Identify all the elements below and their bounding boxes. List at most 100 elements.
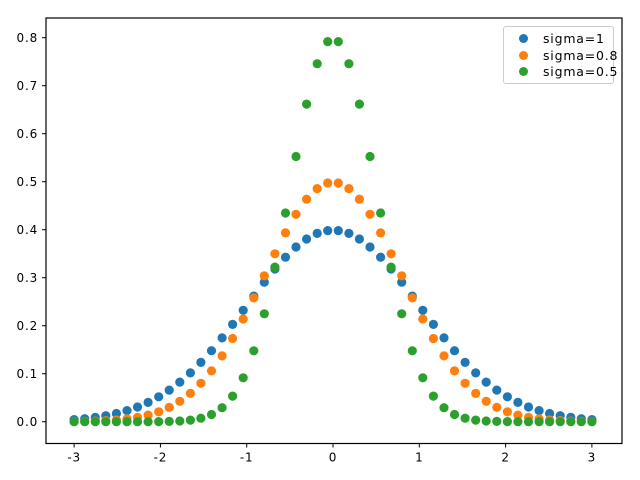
scatter-point xyxy=(555,417,565,427)
legend: sigma=1 sigma=0.8 sigma=0.5 xyxy=(503,26,618,84)
scatter-point xyxy=(502,417,512,427)
legend-marker-dot-icon xyxy=(519,33,528,43)
scatter-point xyxy=(344,228,354,238)
scatter-point xyxy=(249,293,259,303)
scatter-point xyxy=(111,417,121,427)
scatter-point xyxy=(228,333,238,344)
scatter-point xyxy=(259,271,269,281)
legend-item: sigma=0.8 xyxy=(504,47,618,64)
scatter-point xyxy=(333,178,343,188)
scatter-point xyxy=(249,346,259,356)
scatter-point xyxy=(154,407,164,417)
scatter-point xyxy=(312,59,322,69)
scatter-point xyxy=(280,208,291,218)
scatter-point xyxy=(111,408,121,419)
scatter-point xyxy=(143,410,153,420)
y-tick-label: 0.3 xyxy=(17,271,38,285)
scatter-point xyxy=(154,417,164,427)
legend-label: sigma=0.8 xyxy=(543,47,619,63)
scatter-point xyxy=(386,262,396,272)
scatter-point xyxy=(545,408,555,419)
x-tick-label: -3 xyxy=(67,451,81,465)
scatter-point xyxy=(217,351,227,361)
y-tick-label: 0.0 xyxy=(17,415,38,429)
scatter-point xyxy=(534,417,544,427)
scatter-point xyxy=(397,271,407,281)
scatter-point xyxy=(132,417,143,427)
scatter-point xyxy=(143,417,153,427)
legend-item: sigma=0.5 xyxy=(504,63,618,80)
scatter-point xyxy=(481,377,491,387)
scatter-point xyxy=(492,416,502,426)
scatter-point xyxy=(418,314,428,324)
scatter-point xyxy=(566,417,576,427)
scatter-point xyxy=(302,234,312,244)
legend-item: sigma=1 xyxy=(504,30,613,47)
scatter-point xyxy=(175,396,185,406)
scatter-point xyxy=(481,396,491,406)
scatter-point xyxy=(492,385,502,395)
scatter-point xyxy=(122,417,132,427)
scatter-point xyxy=(523,402,534,412)
scatter-point xyxy=(428,319,438,329)
scatter-point xyxy=(534,406,544,416)
scatter-point xyxy=(164,385,174,395)
scatter-point xyxy=(523,417,534,427)
scatter-point xyxy=(196,413,206,423)
scatter-point xyxy=(238,305,248,315)
scatter-point xyxy=(449,409,460,420)
scatter-point xyxy=(333,226,343,236)
scatter-point xyxy=(418,305,428,315)
scatter-point xyxy=(333,37,343,47)
x-tick-label: -2 xyxy=(154,451,168,465)
scatter-point xyxy=(143,397,153,407)
scatter-point xyxy=(280,228,291,238)
scatter-point xyxy=(513,417,523,427)
y-tick-label: 0.2 xyxy=(17,319,38,333)
x-tick-label: 2 xyxy=(501,451,509,465)
scatter-point xyxy=(80,417,90,427)
scatter-point xyxy=(259,277,269,287)
scatter-point xyxy=(460,413,470,423)
scatter-point xyxy=(196,378,206,388)
y-tick-label: 0.8 xyxy=(17,31,38,45)
legend-label: sigma=0.5 xyxy=(543,64,619,80)
scatter-point xyxy=(196,357,206,367)
scatter-point xyxy=(376,228,386,238)
x-tick-label: 0 xyxy=(329,451,337,465)
scatter-point xyxy=(302,99,312,109)
scatter-point xyxy=(471,368,481,378)
scatter-point xyxy=(270,249,280,259)
scatter-point xyxy=(471,415,481,425)
scatter-point xyxy=(185,388,195,398)
scatter-point xyxy=(407,346,417,356)
scatter-point xyxy=(132,402,143,412)
scatter-point xyxy=(418,373,428,383)
scatter-point xyxy=(428,333,438,344)
scatter-point xyxy=(323,178,333,188)
y-tick-label: 0.5 xyxy=(17,175,38,189)
scatter-point xyxy=(576,417,586,427)
scatter-point xyxy=(312,228,322,238)
scatter-point xyxy=(185,368,195,378)
scatter-point xyxy=(439,333,449,343)
scatter-point xyxy=(185,415,195,425)
legend-marker-dot-icon xyxy=(519,50,528,60)
scatter-point xyxy=(502,392,512,402)
scatter-point xyxy=(217,333,227,343)
y-tick-label: 0.6 xyxy=(17,127,38,141)
scatter-point xyxy=(376,252,386,262)
scatter-point xyxy=(344,184,354,194)
scatter-point xyxy=(502,407,512,417)
scatter-point xyxy=(291,209,301,219)
scatter-point xyxy=(365,209,375,219)
scatter-point xyxy=(354,234,364,244)
scatter-point xyxy=(449,346,460,356)
scatter-point xyxy=(101,417,111,427)
scatter-point xyxy=(312,184,322,194)
scatter-point xyxy=(238,314,248,324)
scatter-point xyxy=(228,319,238,329)
scatter-point xyxy=(238,373,248,383)
x-tick-label: 1 xyxy=(415,451,423,465)
